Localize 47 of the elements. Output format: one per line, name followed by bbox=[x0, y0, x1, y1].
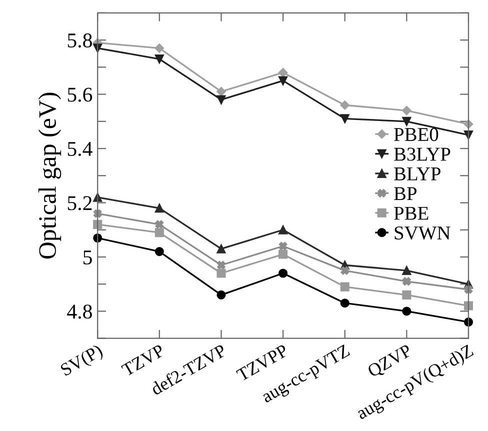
y-tick-label: 5.2 bbox=[68, 196, 92, 210]
point bbox=[93, 209, 102, 218]
point bbox=[216, 244, 226, 254]
point bbox=[154, 247, 164, 256]
point bbox=[278, 268, 288, 278]
point bbox=[464, 301, 473, 310]
point bbox=[402, 116, 412, 126]
point bbox=[216, 95, 226, 104]
point bbox=[402, 106, 412, 116]
point bbox=[464, 285, 473, 294]
y-tick-label: 5.6 bbox=[68, 88, 92, 102]
legend-label: B3LYP bbox=[394, 148, 450, 161]
point bbox=[216, 268, 226, 278]
point bbox=[217, 260, 226, 270]
legend-label: PBE0 bbox=[394, 128, 438, 142]
point bbox=[278, 68, 288, 78]
x-tick-label: SV(P) bbox=[60, 344, 106, 380]
point bbox=[93, 220, 102, 229]
y-tick-label: 5 bbox=[84, 250, 92, 264]
point bbox=[402, 290, 412, 300]
point bbox=[340, 298, 350, 308]
legend-label: BLYP bbox=[394, 168, 440, 180]
point bbox=[402, 306, 412, 316]
point bbox=[278, 242, 288, 250]
point bbox=[154, 44, 164, 53]
point bbox=[154, 228, 164, 238]
point bbox=[402, 277, 411, 286]
point bbox=[340, 282, 350, 292]
point bbox=[154, 204, 164, 213]
point bbox=[154, 54, 164, 64]
point bbox=[216, 290, 226, 300]
point bbox=[278, 250, 288, 259]
legend-label: PBE bbox=[394, 206, 428, 220]
point bbox=[155, 220, 164, 229]
y-axis-title: Optical gap (eV) bbox=[38, 92, 62, 259]
point bbox=[340, 114, 350, 124]
legend-label: SVWN bbox=[394, 226, 450, 240]
point bbox=[216, 86, 226, 96]
point bbox=[340, 100, 350, 110]
point bbox=[340, 266, 350, 275]
point bbox=[402, 266, 412, 276]
y-tick-label: 4.8 bbox=[67, 304, 92, 319]
y-tick-label: 5.8 bbox=[68, 33, 92, 48]
legend-label: BP bbox=[394, 187, 417, 200]
point bbox=[278, 225, 288, 234]
y-tick-label: 5.4 bbox=[68, 142, 92, 156]
point bbox=[278, 76, 288, 86]
